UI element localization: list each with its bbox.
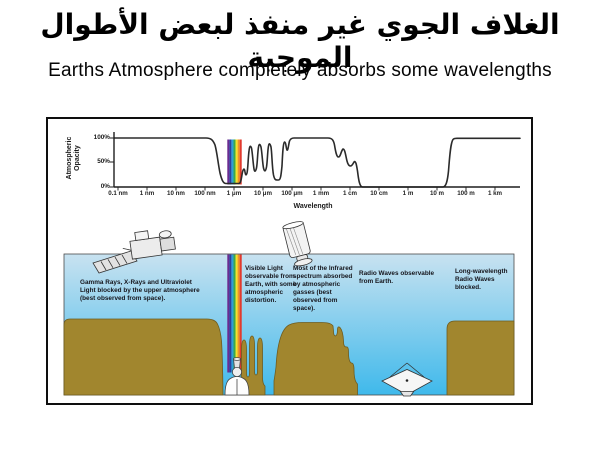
x-tick: 100 m — [457, 190, 475, 197]
x-tick: 1 nm — [139, 190, 155, 197]
x-tick: 1 m — [402, 190, 414, 197]
chart-axes — [113, 132, 520, 188]
x-tick: 1 μm — [226, 190, 242, 197]
blocked-region-gamma-left — [63, 318, 224, 396]
blocked-region-longwave — [446, 320, 515, 396]
blocked-region-ir-mound — [273, 322, 358, 396]
x-tick: 10 μm — [254, 190, 272, 197]
space-telescope-icon — [282, 221, 313, 267]
annotation-infrared: Most of the Infrared spectrum absorbed b… — [293, 265, 353, 312]
y-axis-label: Atmospheric Opacity — [65, 136, 81, 180]
diagram-graphics — [63, 132, 521, 397]
x-axis-label: Wavelength — [293, 203, 333, 210]
y-tick-100: 100% — [93, 134, 110, 141]
x-tick: 10 cm — [370, 190, 388, 197]
blocked-region-ir-spikes — [241, 335, 266, 396]
axis-ticks — [110, 137, 496, 191]
slide-subtitle-english: Earths Atmosphere completely absorbs som… — [48, 60, 552, 81]
x-tick: 10 nm — [167, 190, 185, 197]
annotation-gamma-xray-uv: Gamma Rays, X-Rays and Ultraviolet Light… — [80, 279, 200, 302]
satellite-icon — [92, 230, 176, 274]
x-tick: 100 nm — [194, 190, 216, 197]
rainbow-beam — [227, 254, 242, 373]
rainbow-band-chart — [227, 139, 242, 185]
opacity-curve — [113, 137, 521, 188]
y-tick-50: 50% — [97, 158, 110, 165]
x-tick: 1 km — [487, 190, 503, 197]
atmospheric-windows-diagram: Atmospheric Opacity 100% 50% 0% 0.1 nm 1… — [46, 117, 533, 405]
x-tick: 1 cm — [342, 190, 358, 197]
slide-title-arabic: الغلاف الجوي غير منفذ لبعض الأطوال الموج… — [40, 8, 560, 74]
annotation-visible-light: Visible Light observable from Earth, wit… — [245, 265, 297, 304]
annotation-radio-waves: Radio Waves observable from Earth. — [359, 270, 435, 285]
annotation-longwave-radio: Long-wavelength Radio Waves blocked. — [455, 268, 508, 291]
radio-dish-icon — [381, 362, 433, 397]
x-tick: 0.1 nm — [108, 190, 128, 197]
x-tick: 10 m — [429, 190, 445, 197]
y-tick-0: 0% — [100, 183, 110, 190]
x-tick: 1 mm — [312, 190, 330, 197]
observer-icon — [224, 357, 250, 396]
x-tick: 100 μm — [281, 190, 303, 197]
